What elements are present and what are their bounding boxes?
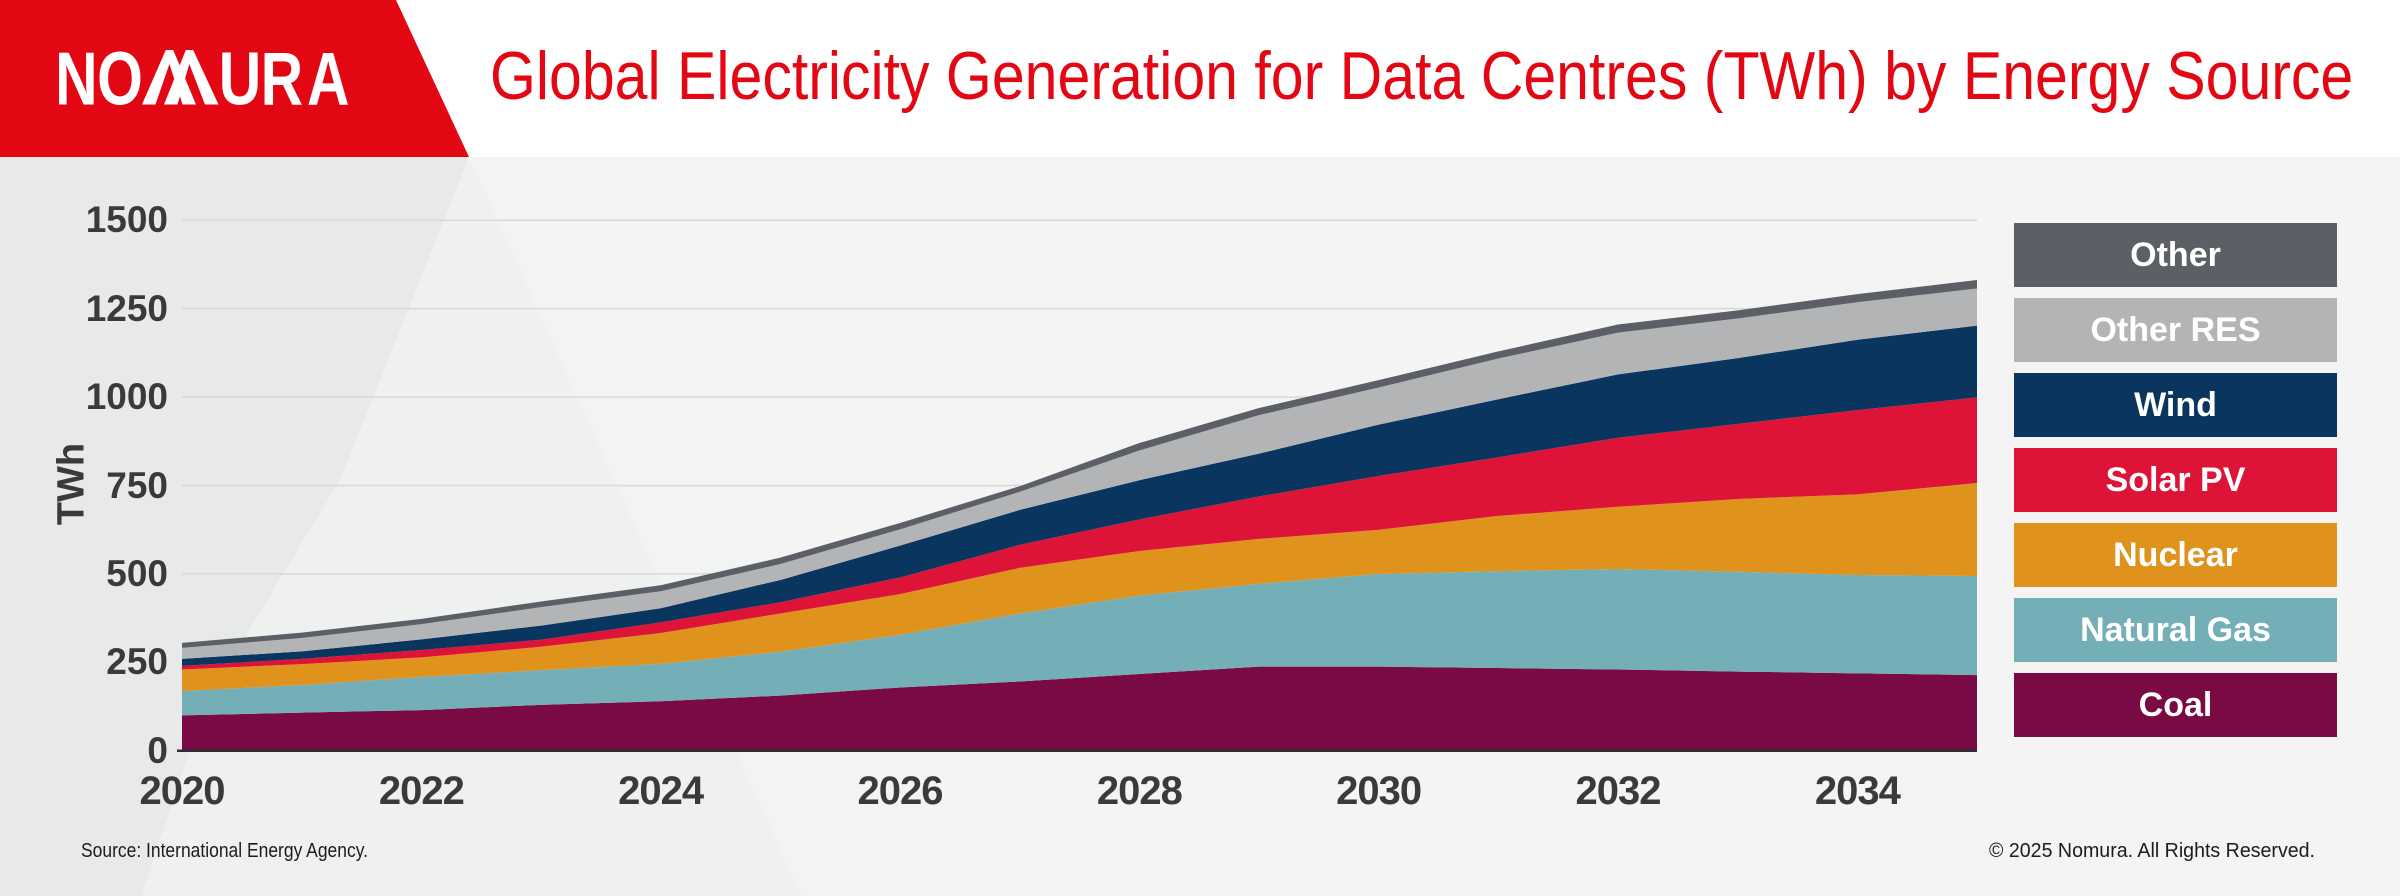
x-tick-label-2020: 2020 <box>139 769 226 813</box>
y-tick-label-750: 750 <box>106 464 168 506</box>
x-tick-label-2026: 2026 <box>857 769 944 813</box>
legend-item-natural-gas: Natural Gas <box>2014 598 2337 662</box>
area-wind <box>182 325 1977 666</box>
stacked-areas <box>182 279 1977 751</box>
y-tick-label-500: 500 <box>106 552 168 594</box>
legend-label-nuclear: Nuclear <box>2113 535 2238 574</box>
area-solar-pv <box>182 397 1977 670</box>
x-tick-label-2034: 2034 <box>1814 769 1901 813</box>
y-tick-label-1000: 1000 <box>85 376 168 418</box>
legend-item-nuclear: Nuclear <box>2014 523 2337 587</box>
area-natural-gas <box>182 568 1977 716</box>
logo-letter-A: A <box>307 38 349 122</box>
logo-letter-O: O <box>97 38 143 122</box>
page-title: Global Electricity Generation for Data C… <box>490 38 2354 114</box>
legend-label-natural-gas: Natural Gas <box>2080 610 2271 649</box>
legend-label-other: Other <box>2130 235 2221 274</box>
legend-label-solar-pv: Solar PV <box>2105 460 2246 499</box>
area-coal <box>182 666 1977 751</box>
legend-label-coal: Coal <box>2138 685 2213 724</box>
legend-label-wind: Wind <box>2134 385 2217 424</box>
logo-letter-R: R <box>261 38 303 122</box>
source-note: Source: International Energy Agency. <box>81 840 368 862</box>
area-other-res <box>182 288 1977 659</box>
legend-item-other: Other <box>2014 223 2337 287</box>
logo-letter-M <box>164 50 219 105</box>
y-tick-label-250: 250 <box>106 641 168 683</box>
x-tick-label-2028: 2028 <box>1096 769 1183 813</box>
y-tick-label-1500: 1500 <box>85 199 168 241</box>
area-nuclear <box>182 483 1977 692</box>
logo-letter-M <box>142 50 196 105</box>
legend-item-wind: Wind <box>2014 373 2337 437</box>
logo-letter-U: U <box>219 38 261 122</box>
x-tick-label-2024: 2024 <box>618 769 704 813</box>
y-tick-label-1250: 1250 <box>85 287 168 329</box>
x-tick-label-2030: 2030 <box>1336 769 1422 813</box>
copyright-note: © 2025 Nomura. All Rights Reserved. <box>1988 840 2315 862</box>
y-tick-label-0: 0 <box>147 729 168 771</box>
legend-item-coal: Coal <box>2014 673 2337 737</box>
legend-label-other-res: Other RES <box>2090 310 2261 349</box>
logo-letter-N: N <box>55 38 97 122</box>
x-tick-label-2022: 2022 <box>378 769 465 813</box>
legend-item-solar-pv: Solar PV <box>2014 448 2337 512</box>
x-tick-label-2032: 2032 <box>1575 769 1662 813</box>
legend-item-other-res: Other RES <box>2014 298 2337 362</box>
background-left-region <box>0 157 469 896</box>
nomura-red-banner <box>0 0 469 157</box>
